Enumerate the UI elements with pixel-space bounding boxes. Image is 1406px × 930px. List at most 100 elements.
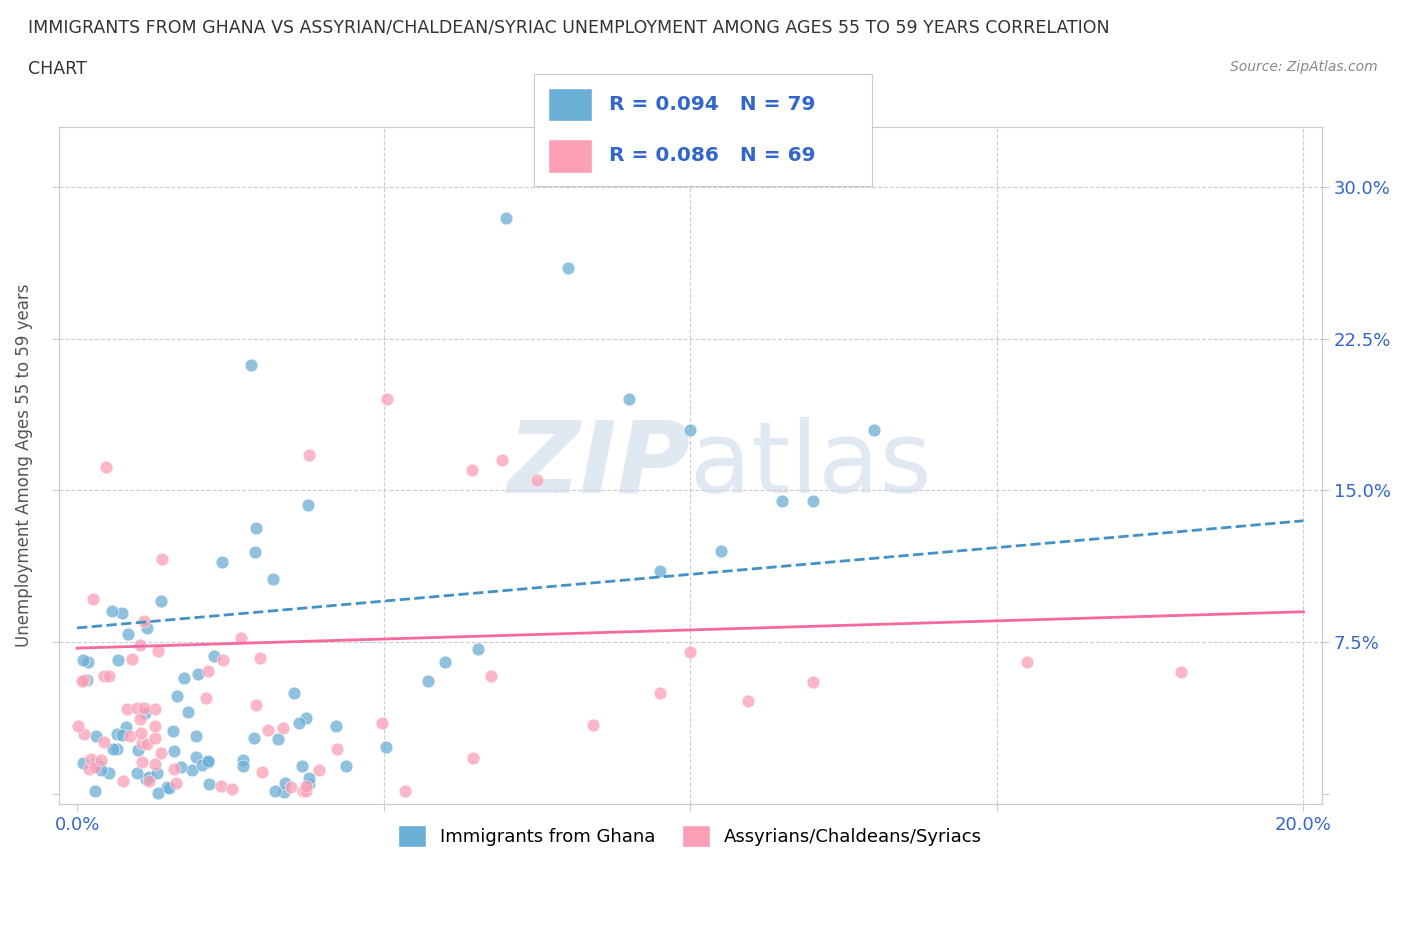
Point [89, 759, 111, 774]
Point [76, 672, 98, 687]
Point [195, 691, 218, 706]
Point [110, 727, 132, 742]
Point [245, 521, 267, 536]
Point [770, 493, 793, 508]
Point [97, 765, 120, 780]
Point [143, 731, 166, 746]
Text: Source: ZipAtlas.com: Source: ZipAtlas.com [1230, 60, 1378, 74]
Point [801, 675, 824, 690]
Point [163, 762, 186, 777]
Point [232, 753, 254, 768]
Point [173, 671, 195, 685]
Point [156, 779, 179, 794]
Point [157, 781, 180, 796]
Point [129, 712, 152, 727]
Point [463, 751, 485, 765]
Point [131, 736, 153, 751]
Point [198, 777, 221, 791]
Point [184, 728, 207, 743]
Point [150, 551, 173, 566]
Point [120, 729, 142, 744]
Point [326, 742, 349, 757]
Point [298, 770, 321, 785]
Point [96, 460, 118, 475]
Text: CHART: CHART [28, 60, 87, 78]
Point [134, 705, 156, 720]
Text: R = 0.094   N = 79: R = 0.094 N = 79 [609, 95, 815, 114]
Point [243, 731, 266, 746]
Point [150, 746, 173, 761]
Point [197, 753, 219, 768]
Point [84, 759, 107, 774]
Point [84, 784, 107, 799]
Point [617, 392, 640, 407]
Point [105, 726, 128, 741]
Point [136, 737, 159, 751]
Point [245, 698, 267, 712]
Point [1017, 655, 1039, 670]
Point [679, 644, 702, 659]
Point [526, 473, 548, 488]
Text: IMMIGRANTS FROM GHANA VS ASSYRIAN/CHALDEAN/SYRIAC UNEMPLOYMENT AMONG AGES 55 TO : IMMIGRANTS FROM GHANA VS ASSYRIAN/CHALDE… [28, 19, 1109, 36]
Point [264, 783, 287, 798]
Point [267, 731, 290, 746]
Point [146, 644, 169, 658]
Point [335, 759, 357, 774]
Point [67, 719, 90, 734]
Point [297, 498, 319, 512]
Point [197, 754, 219, 769]
Point [291, 784, 314, 799]
Point [117, 627, 139, 642]
Point [114, 720, 136, 735]
Point [138, 769, 160, 784]
Point [240, 357, 263, 372]
Point [371, 715, 394, 730]
Point [648, 685, 671, 700]
Point [186, 750, 208, 764]
Point [298, 447, 321, 462]
Point [162, 724, 184, 738]
Point [111, 605, 134, 620]
Point [280, 779, 302, 794]
Point [98, 669, 121, 684]
Point [202, 648, 225, 663]
FancyBboxPatch shape [548, 140, 592, 173]
Point [295, 778, 318, 793]
Point [1170, 665, 1192, 680]
Point [298, 777, 321, 791]
Point [90, 763, 112, 777]
Point [131, 755, 153, 770]
Point [163, 743, 186, 758]
Point [132, 700, 155, 715]
Point [72, 674, 94, 689]
Point [416, 673, 439, 688]
Point [107, 653, 129, 668]
Point [143, 757, 166, 772]
Point [77, 762, 100, 777]
Point [90, 753, 112, 768]
Point [72, 755, 94, 770]
Point [479, 669, 502, 684]
Point [273, 784, 295, 799]
Point [93, 669, 115, 684]
Point [211, 554, 233, 569]
Point [375, 740, 398, 755]
Point [84, 729, 107, 744]
Point [134, 613, 156, 628]
Point [737, 694, 759, 709]
FancyBboxPatch shape [548, 87, 592, 121]
Point [105, 741, 128, 756]
Text: ZIP: ZIP [508, 417, 690, 513]
Point [143, 702, 166, 717]
Point [82, 591, 104, 606]
Point [112, 773, 135, 788]
Point [127, 765, 149, 780]
Point [325, 718, 347, 733]
Point [187, 667, 209, 682]
Point [209, 779, 232, 794]
Point [863, 422, 886, 437]
Point [434, 655, 457, 670]
Point [115, 702, 138, 717]
Point [710, 544, 733, 559]
Point [467, 642, 489, 657]
